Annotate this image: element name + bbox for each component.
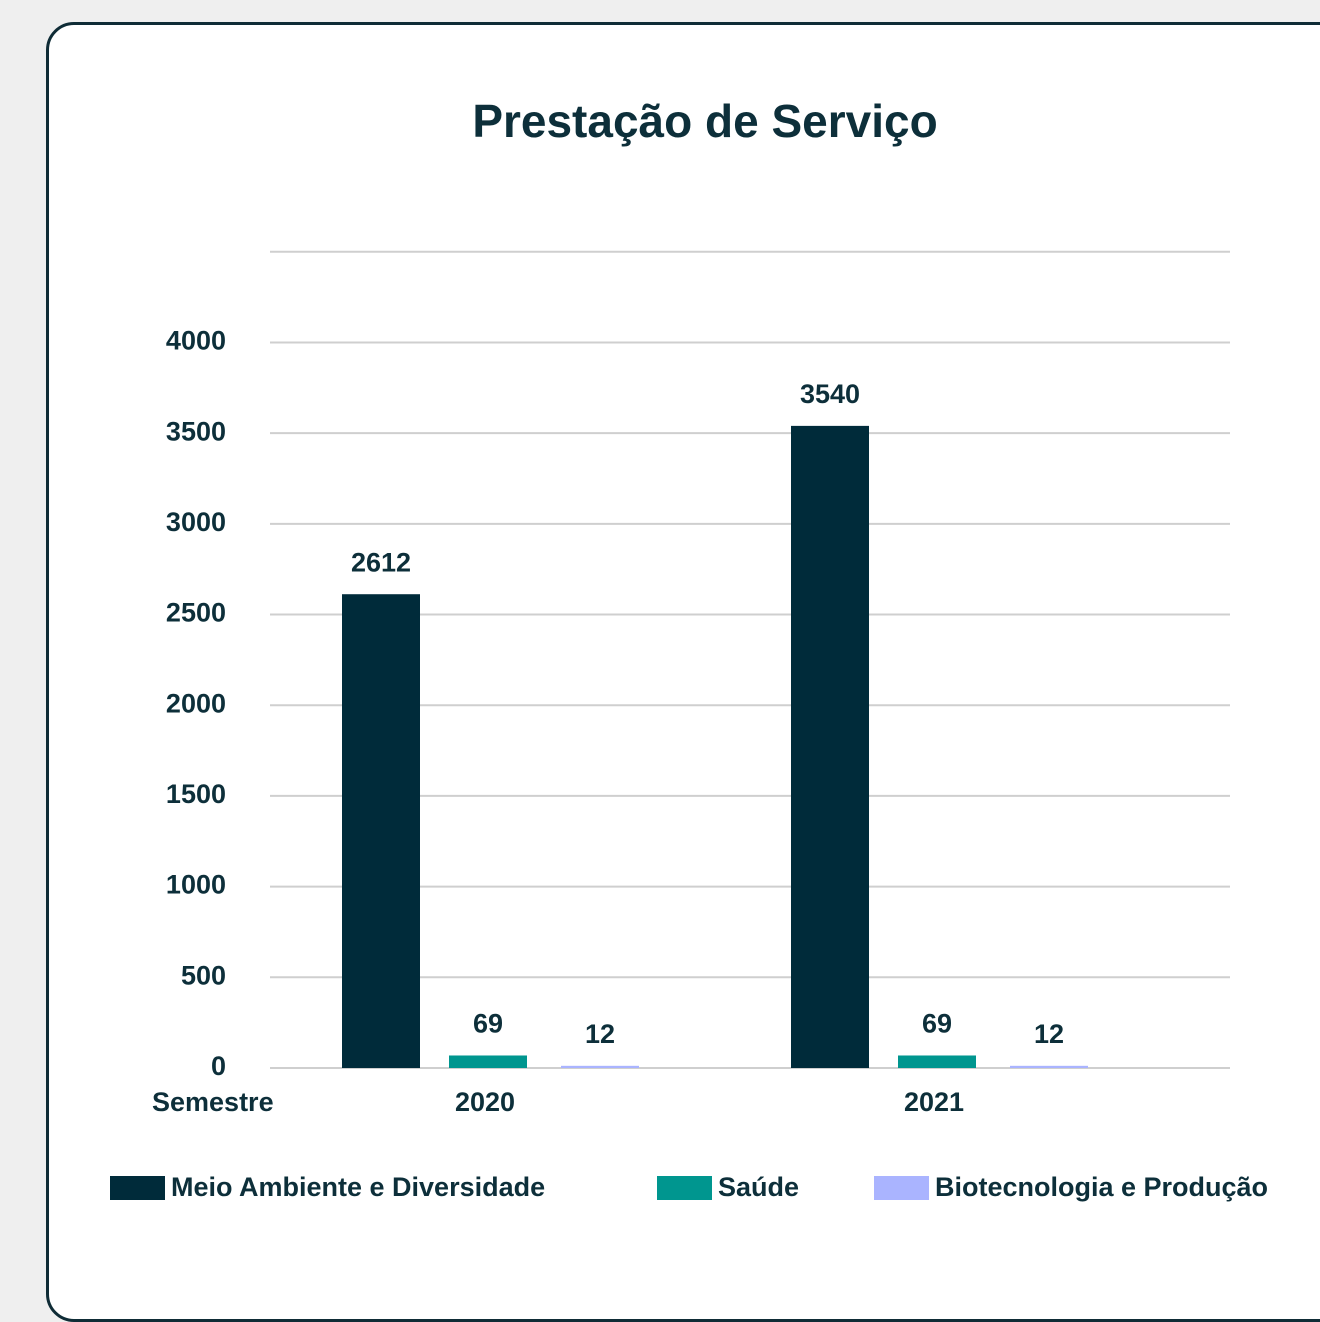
y-tick-label: 4000 (166, 326, 226, 356)
bar (449, 1055, 527, 1068)
data-label: 69 (922, 1009, 952, 1039)
legend-swatch (110, 1176, 165, 1200)
data-label: 2612 (351, 547, 411, 577)
y-tick-label: 1500 (166, 779, 226, 809)
chart-title: Prestação de Serviço (472, 95, 937, 147)
bar (898, 1055, 976, 1068)
data-label: 12 (585, 1019, 615, 1049)
x-axis-label: Semestre (152, 1087, 274, 1117)
y-tick-label: 1000 (166, 870, 226, 900)
data-label: 3540 (800, 379, 860, 409)
x-tick-label: 2020 (455, 1087, 515, 1117)
card (46, 22, 1320, 1322)
page: {"chart_data": {"type": "bar", "title": … (46, 22, 1320, 1322)
y-tick-label: 3500 (166, 416, 226, 446)
y-tick-label: 2500 (166, 598, 226, 628)
bar (791, 425, 869, 1069)
y-tick-label: 500 (181, 960, 226, 990)
x-tick-label: 2021 (904, 1087, 964, 1117)
legend-label: Saúde (718, 1172, 799, 1202)
legend-swatch (874, 1176, 929, 1200)
bar (342, 594, 420, 1068)
bar (561, 1065, 639, 1068)
y-tick-label: 3000 (166, 507, 226, 537)
data-label: 12 (1034, 1019, 1064, 1049)
legend-swatch (657, 1176, 712, 1200)
legend-label: Biotecnologia e Produção (935, 1172, 1268, 1202)
bar (1010, 1065, 1088, 1068)
y-tick-label: 2000 (166, 688, 226, 718)
data-label: 69 (473, 1009, 503, 1039)
chart: Prestação de Serviço Semestre 0 500 1000 15… (110, 95, 1268, 1202)
legend-label: Meio Ambiente e Diversidade (171, 1172, 545, 1202)
y-tick-label: 0 (211, 1051, 226, 1081)
